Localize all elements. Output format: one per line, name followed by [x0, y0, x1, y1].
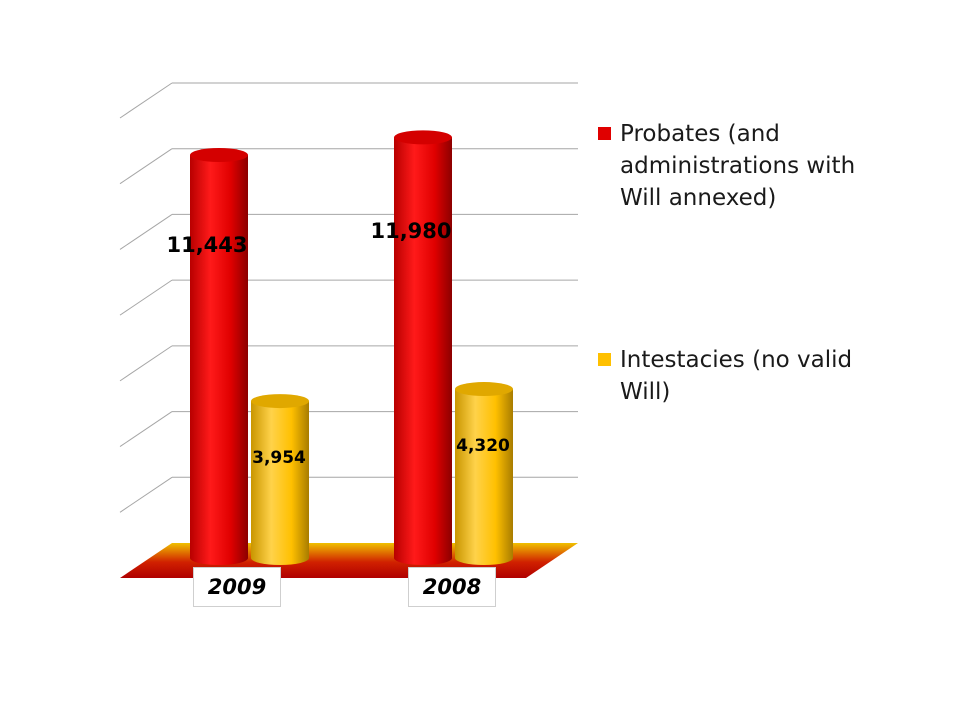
gridline-depth: [119, 214, 173, 250]
bar-top: [190, 148, 248, 163]
gridline-depth: [119, 279, 173, 316]
legend-swatch-probates: [598, 127, 611, 140]
gridline-depth: [119, 476, 173, 513]
legend-swatch-intestacies: [598, 353, 611, 366]
gridline-depth: [119, 345, 173, 382]
bar-top: [455, 382, 513, 397]
legend: Probates (and administrations with Will …: [598, 118, 858, 418]
bar-body: [394, 137, 452, 565]
bar-top: [394, 130, 452, 145]
bar-body: [190, 155, 248, 565]
legend-item-probates: Probates (and administrations with Will …: [598, 118, 860, 214]
data-label: 11,443: [166, 233, 247, 257]
legend-label-intestacies: Intestacies (no valid Will): [620, 347, 853, 405]
bars: [190, 130, 513, 565]
bar-2008-series-1: [455, 382, 513, 565]
bar-2009-series-0: [190, 148, 248, 565]
bar-body: [455, 389, 513, 565]
legend-label-probates: Probates (and administrations with Will …: [620, 121, 856, 211]
gridline-depth: [119, 82, 173, 119]
category-label-2008: 2008: [408, 567, 496, 607]
data-label: 4,320: [456, 436, 510, 456]
gridline-depth: [119, 148, 173, 185]
data-labels: 11,443 11,980 3,954 4,320: [166, 219, 510, 468]
gridline-depth: [119, 411, 173, 447]
bar-body: [251, 401, 309, 565]
bar-2008-series-0: [394, 130, 452, 565]
data-label: 11,980: [370, 219, 451, 243]
bar-top: [251, 394, 309, 409]
bar-2009-series-1: [251, 394, 309, 565]
data-label: 3,954: [252, 448, 306, 468]
category-label-2009: 2009: [193, 567, 281, 607]
legend-item-intestacies: Intestacies (no valid Will): [598, 344, 860, 408]
